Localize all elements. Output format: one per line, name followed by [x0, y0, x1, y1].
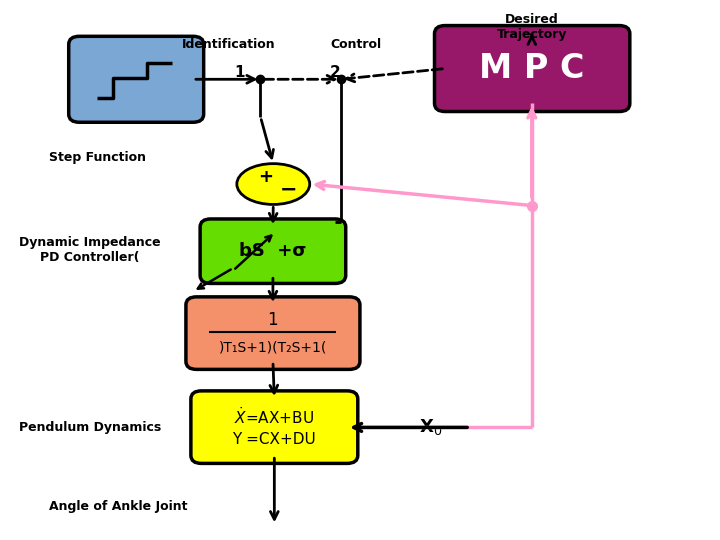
Text: X$_0$: X$_0$: [419, 417, 443, 437]
FancyBboxPatch shape: [191, 391, 358, 463]
Text: −: −: [279, 179, 297, 199]
Text: 1: 1: [234, 65, 244, 80]
Text: 2: 2: [330, 65, 341, 80]
Text: Step Function: Step Function: [49, 151, 145, 164]
Text: )T₁S+1)(T₂S+1(: )T₁S+1)(T₂S+1(: [219, 340, 327, 354]
Text: $\dot{X}$=AX+BU: $\dot{X}$=AX+BU: [235, 407, 314, 428]
Ellipse shape: [237, 164, 310, 205]
Text: 1: 1: [268, 311, 278, 329]
Text: Dynamic Impedance
PD Controller(: Dynamic Impedance PD Controller(: [19, 235, 161, 264]
Text: Desired
Trajectory: Desired Trajectory: [497, 13, 567, 41]
Text: M P C: M P C: [480, 52, 585, 85]
Text: bS  +σ: bS +σ: [239, 242, 307, 260]
Text: Y =CX+DU: Y =CX+DU: [233, 432, 316, 447]
Text: Identification: Identification: [181, 38, 275, 51]
FancyBboxPatch shape: [200, 219, 346, 284]
FancyBboxPatch shape: [186, 297, 360, 369]
Text: Pendulum Dynamics: Pendulum Dynamics: [19, 421, 161, 434]
Text: Angle of Ankle Joint: Angle of Ankle Joint: [49, 500, 188, 513]
Text: +: +: [258, 168, 273, 186]
Text: Control: Control: [330, 38, 382, 51]
FancyBboxPatch shape: [68, 36, 204, 122]
FancyBboxPatch shape: [434, 25, 630, 112]
